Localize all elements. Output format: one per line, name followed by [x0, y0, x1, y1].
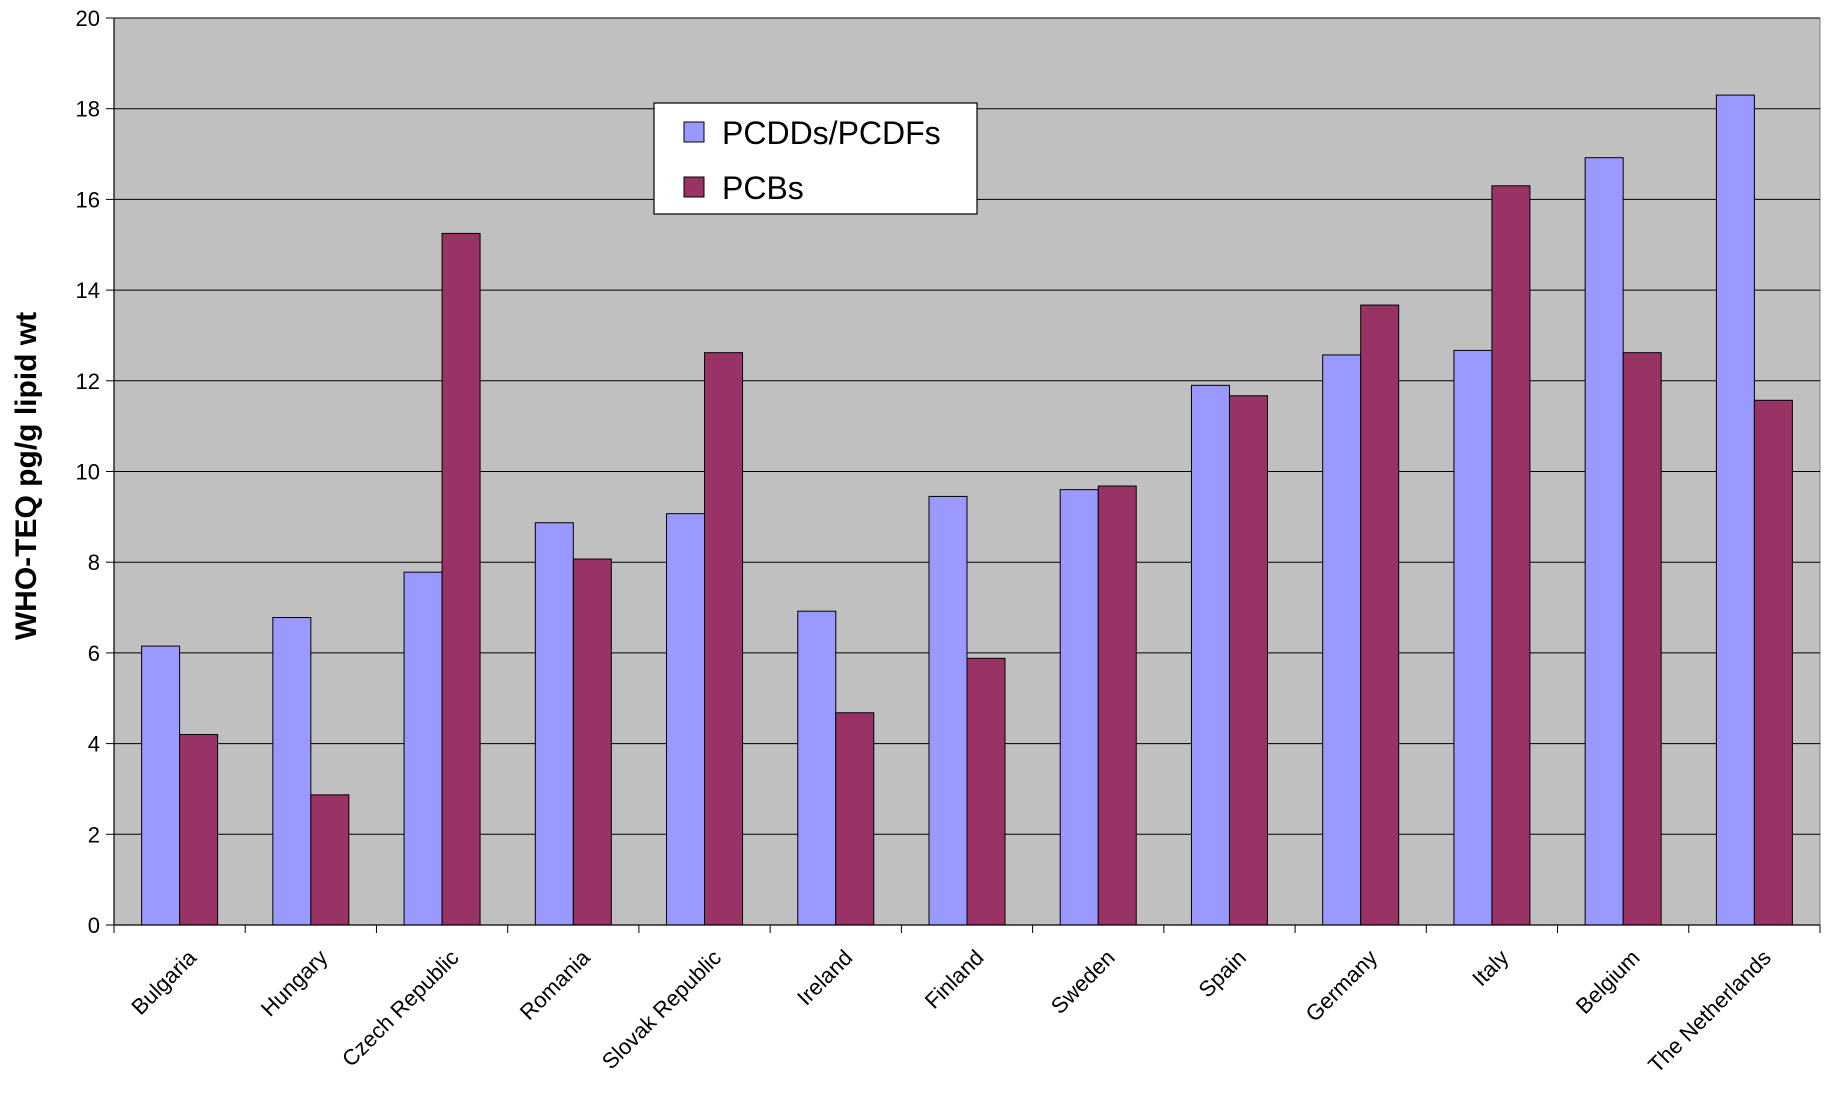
bar-pcdds-pcdfs-sweden [1059, 489, 1099, 926]
bar-pcbs-czech-republic [441, 232, 481, 926]
y-tick-label: 2 [88, 822, 100, 847]
x-tick-label: Italy [1467, 945, 1513, 991]
y-tick-label: 0 [88, 913, 100, 938]
legend-label-pcdds-pcdfs: PCDDs/PCDFs [722, 115, 941, 151]
bar-pcbs-belgium [1622, 352, 1662, 926]
bar-pcdds-pcdfs-czech-republic [403, 571, 443, 926]
legend-swatch-pcdds-pcdfs [683, 121, 705, 143]
bar-pcdds-pcdfs-germany [1322, 354, 1362, 926]
y-tick-label: 4 [88, 732, 100, 757]
bar-pcbs-italy [1491, 185, 1531, 926]
y-tick-label: 20 [76, 6, 100, 31]
bar-pcbs-slovak-republic [704, 352, 744, 926]
bar-pcdds-pcdfs-belgium [1584, 157, 1624, 926]
x-tick-label: Czech Republic [337, 945, 464, 1072]
x-tick-label: Romania [515, 944, 595, 1024]
bar-pcdds-pcdfs-romania [534, 522, 574, 926]
bar-pcbs-hungary [310, 794, 350, 926]
y-tick-label: 14 [76, 278, 100, 303]
y-tick-label: 6 [88, 641, 100, 666]
legend-label-pcbs: PCBs [722, 170, 804, 206]
bar-pcbs-ireland [835, 712, 875, 926]
bar-pcbs-spain [1228, 395, 1268, 926]
y-axis-title: WHO-TEQ pg/g lipid wt [10, 312, 43, 640]
bar-pcdds-pcdfs-the-netherlands [1715, 94, 1755, 926]
x-tick-label: Slovak Republic [597, 945, 726, 1074]
bar-pcdds-pcdfs-finland [928, 495, 968, 926]
y-tick-label: 12 [76, 369, 100, 394]
bar-pcdds-pcdfs-ireland [797, 610, 837, 926]
bar-pcbs-sweden [1097, 485, 1137, 926]
y-tick-labels: 0 2 4 6 8 10 12 14 16 18 20 [76, 6, 100, 938]
bar-pcdds-pcdfs-slovak-republic [666, 513, 706, 926]
x-tick-label: Ireland [792, 945, 857, 1010]
legend: PCDDs/PCDFs PCBs [653, 102, 978, 215]
x-tick-label: Sweden [1046, 945, 1120, 1019]
x-tick-label: Finland [920, 945, 989, 1014]
bar-pcdds-pcdfs-italy [1453, 349, 1493, 926]
x-tick-label: Bulgaria [126, 944, 201, 1019]
axes [106, 17, 1821, 933]
bars [141, 94, 1793, 926]
x-tick-label: The Netherlands [1643, 945, 1776, 1078]
bar-pcbs-the-netherlands [1753, 399, 1793, 926]
x-tick-label: Spain [1194, 945, 1251, 1002]
x-tick-labels: Bulgaria Hungary Czech Republic Romania Slov… [126, 944, 1776, 1077]
bar-pcdds-pcdfs-bulgaria [141, 645, 181, 926]
bar-pcbs-romania [572, 558, 612, 926]
y-tick-label: 16 [76, 187, 100, 212]
x-tick-label: Germany [1301, 945, 1383, 1027]
x-tick-label: Belgium [1571, 945, 1645, 1019]
legend-swatch-pcbs [683, 176, 705, 198]
legend-box [653, 102, 978, 215]
bar-pcbs-bulgaria [179, 734, 219, 926]
bar-pcbs-germany [1360, 304, 1400, 926]
bar-pcbs-finland [966, 657, 1006, 926]
x-tick-label: Hungary [256, 945, 332, 1021]
y-tick-label: 10 [76, 460, 100, 485]
y-tick-label: 8 [88, 550, 100, 575]
y-tick-label: 18 [76, 97, 100, 122]
bar-pcdds-pcdfs-hungary [272, 617, 312, 926]
bar-pcdds-pcdfs-spain [1190, 384, 1230, 926]
